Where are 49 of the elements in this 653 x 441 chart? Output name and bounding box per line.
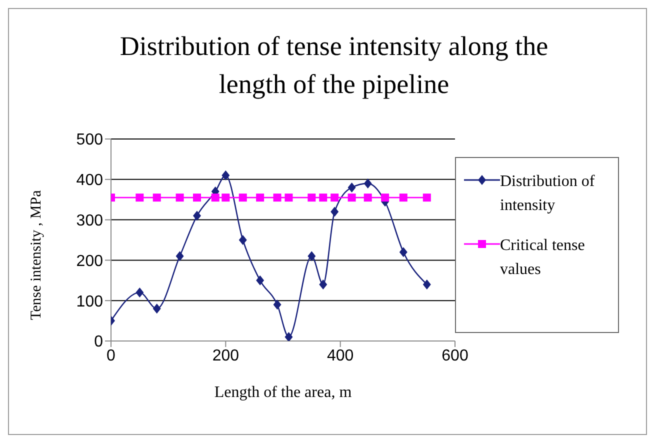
point: [211, 194, 220, 202]
point: [152, 194, 161, 202]
x-tick-label: 0: [106, 347, 116, 364]
x-axis-title: Length of the area, m: [214, 384, 352, 401]
point: [273, 194, 282, 202]
point: [193, 210, 201, 221]
legend-label: Critical tense values: [500, 236, 586, 280]
y-tick-label: 300: [76, 212, 104, 230]
point: [399, 247, 408, 258]
point: [238, 235, 247, 245]
y-tick-label: 500: [76, 132, 104, 149]
point: [330, 194, 339, 202]
point: [193, 194, 201, 202]
point: [348, 194, 356, 202]
y-tick-label: 400: [76, 172, 104, 190]
point: [222, 194, 230, 202]
point: [381, 194, 390, 202]
point: [308, 194, 316, 202]
point: [330, 206, 339, 217]
point: [273, 300, 282, 310]
point: [308, 251, 316, 262]
x-tick-label: 200: [212, 347, 240, 364]
y-tick-label: 0: [94, 334, 104, 351]
point: [222, 170, 230, 180]
point: [256, 194, 264, 202]
point: [348, 182, 356, 192]
point: [364, 178, 372, 188]
point: [284, 194, 293, 202]
point: [319, 279, 328, 290]
point: [422, 194, 431, 202]
point: [176, 251, 184, 262]
point: [319, 194, 328, 202]
point: [136, 288, 144, 298]
y-axis-title: Tense intensity , MPa: [28, 190, 44, 320]
chart-title: Distribution of tense intensity along the length of the pipeline: [118, 30, 550, 101]
legend-label: Distribution of intensity: [500, 172, 596, 216]
point: [422, 279, 431, 290]
point: [176, 194, 184, 202]
point: [238, 194, 247, 202]
point: [284, 332, 293, 341]
x-tick-label: 400: [326, 347, 354, 364]
point: [399, 194, 408, 202]
point: [136, 194, 144, 202]
x-tick-label: 600: [442, 347, 468, 364]
point: [256, 275, 264, 286]
y-tick-label: 100: [76, 293, 104, 310]
y-tick-label: 200: [76, 252, 104, 270]
point: [364, 194, 372, 202]
point: [152, 304, 161, 314]
